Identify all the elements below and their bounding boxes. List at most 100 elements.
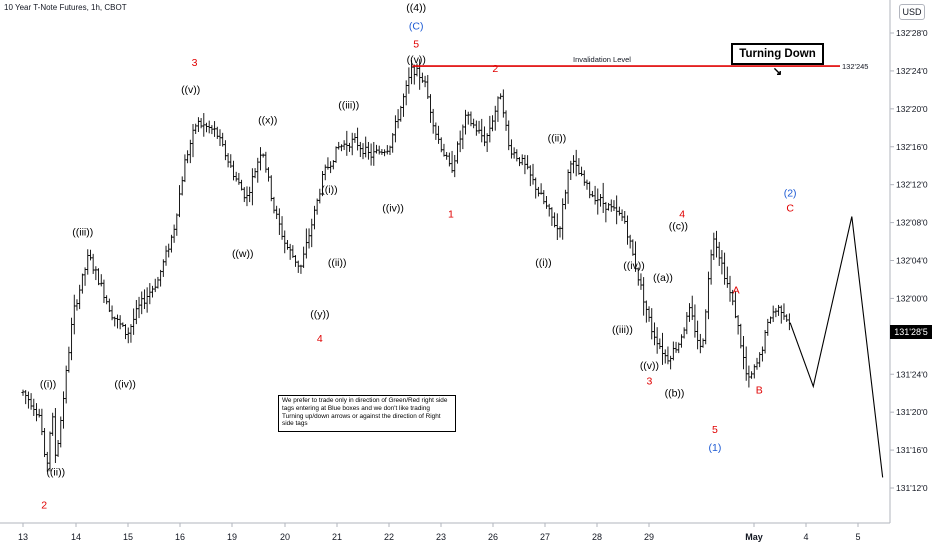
- price-bar: [339, 144, 344, 152]
- price-tick-label: 131'20'0: [896, 407, 928, 417]
- price-bar: [374, 144, 379, 154]
- wave-label: ((v)): [181, 84, 200, 96]
- price-bar: [94, 266, 98, 281]
- price-bar: [32, 398, 36, 416]
- price-bar: [472, 118, 476, 129]
- price-bar: [625, 215, 630, 245]
- price-bar: [436, 125, 441, 144]
- time-tick-label: 19: [227, 532, 237, 542]
- price-bar: [88, 249, 93, 261]
- price-bar: [86, 249, 90, 275]
- price-bar: [488, 115, 492, 143]
- price-bar: [337, 141, 341, 150]
- price-bar: [615, 195, 619, 225]
- price-bar: [544, 196, 549, 209]
- price-bar: [67, 346, 71, 373]
- price-bar: [51, 412, 55, 436]
- price-bar: [650, 308, 654, 340]
- wave-label: ((x)): [258, 114, 277, 126]
- time-tick-label: May: [745, 532, 763, 542]
- down-arrow-icon: ↘: [772, 66, 783, 78]
- price-bar: [380, 148, 384, 155]
- price-bar: [358, 141, 362, 158]
- price-bar: [598, 194, 603, 207]
- wave-label: ((i)): [40, 378, 56, 390]
- price-bar: [296, 260, 300, 273]
- price-bar: [59, 416, 63, 448]
- price-bar: [53, 408, 57, 463]
- price-bar: [272, 196, 276, 214]
- price-bar: [647, 306, 651, 322]
- wave-label: (C): [409, 20, 424, 32]
- wave-label: A: [733, 284, 740, 296]
- price-bar: [555, 213, 559, 241]
- price-bar: [72, 294, 76, 335]
- price-bar: [350, 132, 354, 156]
- price-bar: [253, 168, 257, 179]
- time-tick-label: 14: [71, 532, 81, 542]
- time-tick-label: 15: [123, 532, 133, 542]
- price-bar: [105, 295, 109, 305]
- price-bar: [156, 276, 160, 289]
- price-bar: [660, 332, 665, 365]
- price-bar: [148, 283, 152, 305]
- price-bar: [48, 431, 52, 472]
- price-bar: [407, 67, 411, 94]
- price-bar: [34, 403, 39, 422]
- wave-label: 4: [317, 333, 323, 345]
- price-bar: [391, 133, 395, 153]
- price-bar: [728, 275, 732, 302]
- price-bar: [245, 186, 249, 207]
- price-tick-label: 131'16'0: [896, 445, 928, 455]
- price-bar: [250, 168, 254, 206]
- wave-label: (2): [784, 187, 797, 199]
- price-bar: [293, 255, 298, 267]
- turning-down-banner: Turning Down ↘: [731, 43, 824, 78]
- price-bar: [329, 161, 333, 174]
- price-bar: [142, 289, 147, 310]
- wave-label: ((c)): [669, 221, 688, 233]
- price-tick-label: 132'00'0: [896, 293, 928, 303]
- price-bar: [701, 338, 705, 348]
- price-bar: [717, 241, 721, 266]
- price-bar: [231, 160, 236, 181]
- price-bar: [550, 207, 554, 226]
- price-bar: [779, 305, 783, 324]
- price-bar: [150, 285, 155, 298]
- price-bar: [215, 126, 219, 139]
- currency-button[interactable]: USD: [899, 4, 925, 20]
- price-bar: [631, 239, 635, 256]
- wave-label: 5: [413, 39, 419, 51]
- price-bar: [739, 323, 743, 349]
- price-bar: [774, 308, 778, 318]
- price-bar: [423, 75, 427, 88]
- invalidation-level-label: Invalidation Level: [573, 55, 631, 64]
- price-bar: [123, 324, 128, 340]
- price-bar: [404, 80, 408, 106]
- price-bar: [571, 155, 576, 174]
- price-bar: [180, 176, 184, 196]
- price-bar: [617, 206, 621, 216]
- price-bar: [356, 127, 360, 151]
- wave-label: ((iv)): [114, 378, 136, 390]
- price-bar: [531, 163, 535, 185]
- price-bar: [696, 320, 700, 350]
- price-bar: [588, 181, 592, 199]
- price-bar: [204, 122, 209, 133]
- price-bar: [496, 96, 500, 122]
- wave-label: ((iii)): [72, 227, 93, 239]
- price-bar: [137, 296, 141, 319]
- price-bar: [315, 198, 319, 215]
- price-bar: [760, 346, 764, 362]
- price-bar: [61, 391, 66, 429]
- price-bar: [37, 408, 41, 418]
- price-bar: [466, 111, 470, 125]
- wave-label: ((iv)): [382, 202, 404, 214]
- price-bar: [725, 266, 729, 288]
- wave-label: 4: [679, 208, 685, 220]
- last-price-tag: 131'28'5: [890, 325, 932, 339]
- price-bar: [126, 327, 130, 344]
- price-bar: [288, 243, 292, 260]
- time-tick-label: 27: [540, 532, 550, 542]
- price-bar: [744, 346, 748, 381]
